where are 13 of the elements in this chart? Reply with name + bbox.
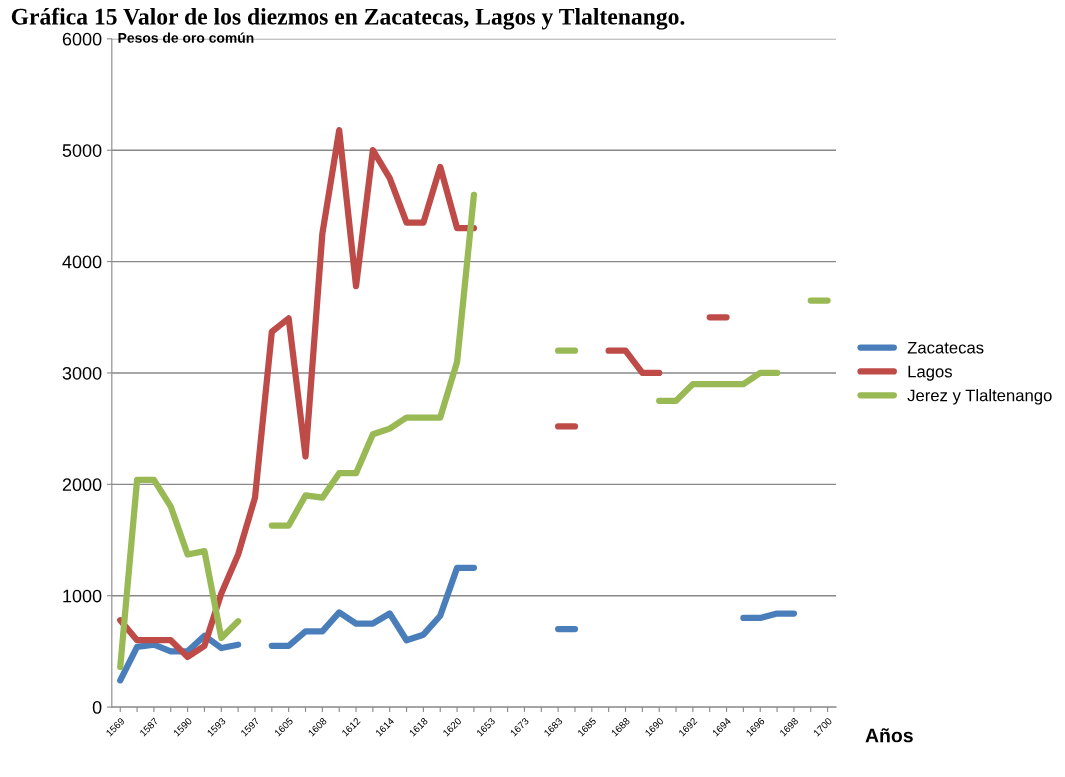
y-tick-label: 0 [92, 701, 102, 714]
y-tick-label: 6000 [62, 32, 102, 46]
legend-label: Zacatecas [907, 341, 984, 354]
y-tick-label: 3000 [62, 366, 102, 380]
y-axis-title: Pesos de oro común [118, 32, 254, 43]
y-tick-label: 2000 [62, 478, 102, 492]
y-tick-label: 4000 [62, 255, 102, 269]
chart-title: Gráfica 15 Valor de los diezmos en Zacatecas, Lagos y Tlaltenango. [11, 7, 685, 30]
y-tick-label: 5000 [62, 144, 102, 157]
legend-label: Lagos [908, 365, 952, 381]
legend-label: Jerez y Tlaltenango [907, 389, 1052, 405]
x-axis-title: Años [865, 728, 913, 743]
y-tick-label: 1000 [63, 589, 102, 603]
